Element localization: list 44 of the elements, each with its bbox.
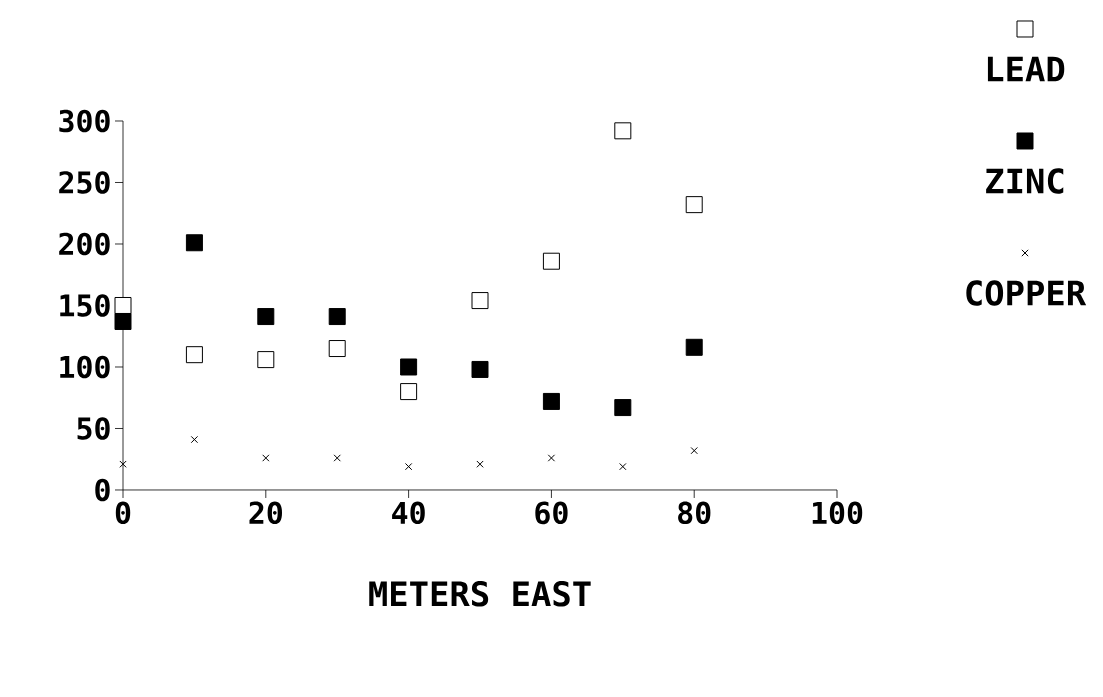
point <box>685 338 703 356</box>
legend-label: COPPER <box>966 280 1087 306</box>
x-tick-label: 0 <box>115 501 131 525</box>
y-tick-label: 100 <box>60 355 110 379</box>
y-tick-label: 200 <box>59 232 110 256</box>
point <box>185 234 203 252</box>
point <box>328 308 346 326</box>
point <box>685 196 703 214</box>
point <box>114 312 132 330</box>
point <box>619 462 627 471</box>
point <box>542 252 560 270</box>
legend-label: ZINC <box>986 168 1064 194</box>
point <box>400 358 418 376</box>
y-tick-label: 150 <box>60 294 110 317</box>
x-tick-label: 20 <box>249 501 283 525</box>
point <box>114 296 132 314</box>
point <box>185 346 203 364</box>
point <box>262 454 270 462</box>
point <box>119 460 127 468</box>
y-tick-label: 250 <box>59 171 110 194</box>
point <box>471 292 489 310</box>
x-tick-label: 40 <box>392 501 425 525</box>
point <box>614 399 632 417</box>
point <box>614 122 632 140</box>
point <box>333 454 341 462</box>
point <box>547 454 556 462</box>
x-axis-title: METERS EAST <box>369 580 591 607</box>
x-tick-label: 60 <box>535 501 568 525</box>
point <box>404 462 413 471</box>
point <box>476 460 484 468</box>
point <box>400 383 418 401</box>
legend-label: LEAD <box>987 56 1065 82</box>
y-tick-label: 50 <box>77 417 110 440</box>
point <box>190 435 199 444</box>
point <box>257 351 275 369</box>
y-tick-label: 300 <box>59 109 110 133</box>
point <box>542 392 560 410</box>
x-tick-label: 100 <box>812 501 863 525</box>
point <box>471 360 489 378</box>
point <box>690 446 698 455</box>
x-tick-label: 80 <box>678 501 711 525</box>
y-tick-label: 0 <box>95 478 110 502</box>
point <box>328 340 346 358</box>
point <box>257 308 275 326</box>
